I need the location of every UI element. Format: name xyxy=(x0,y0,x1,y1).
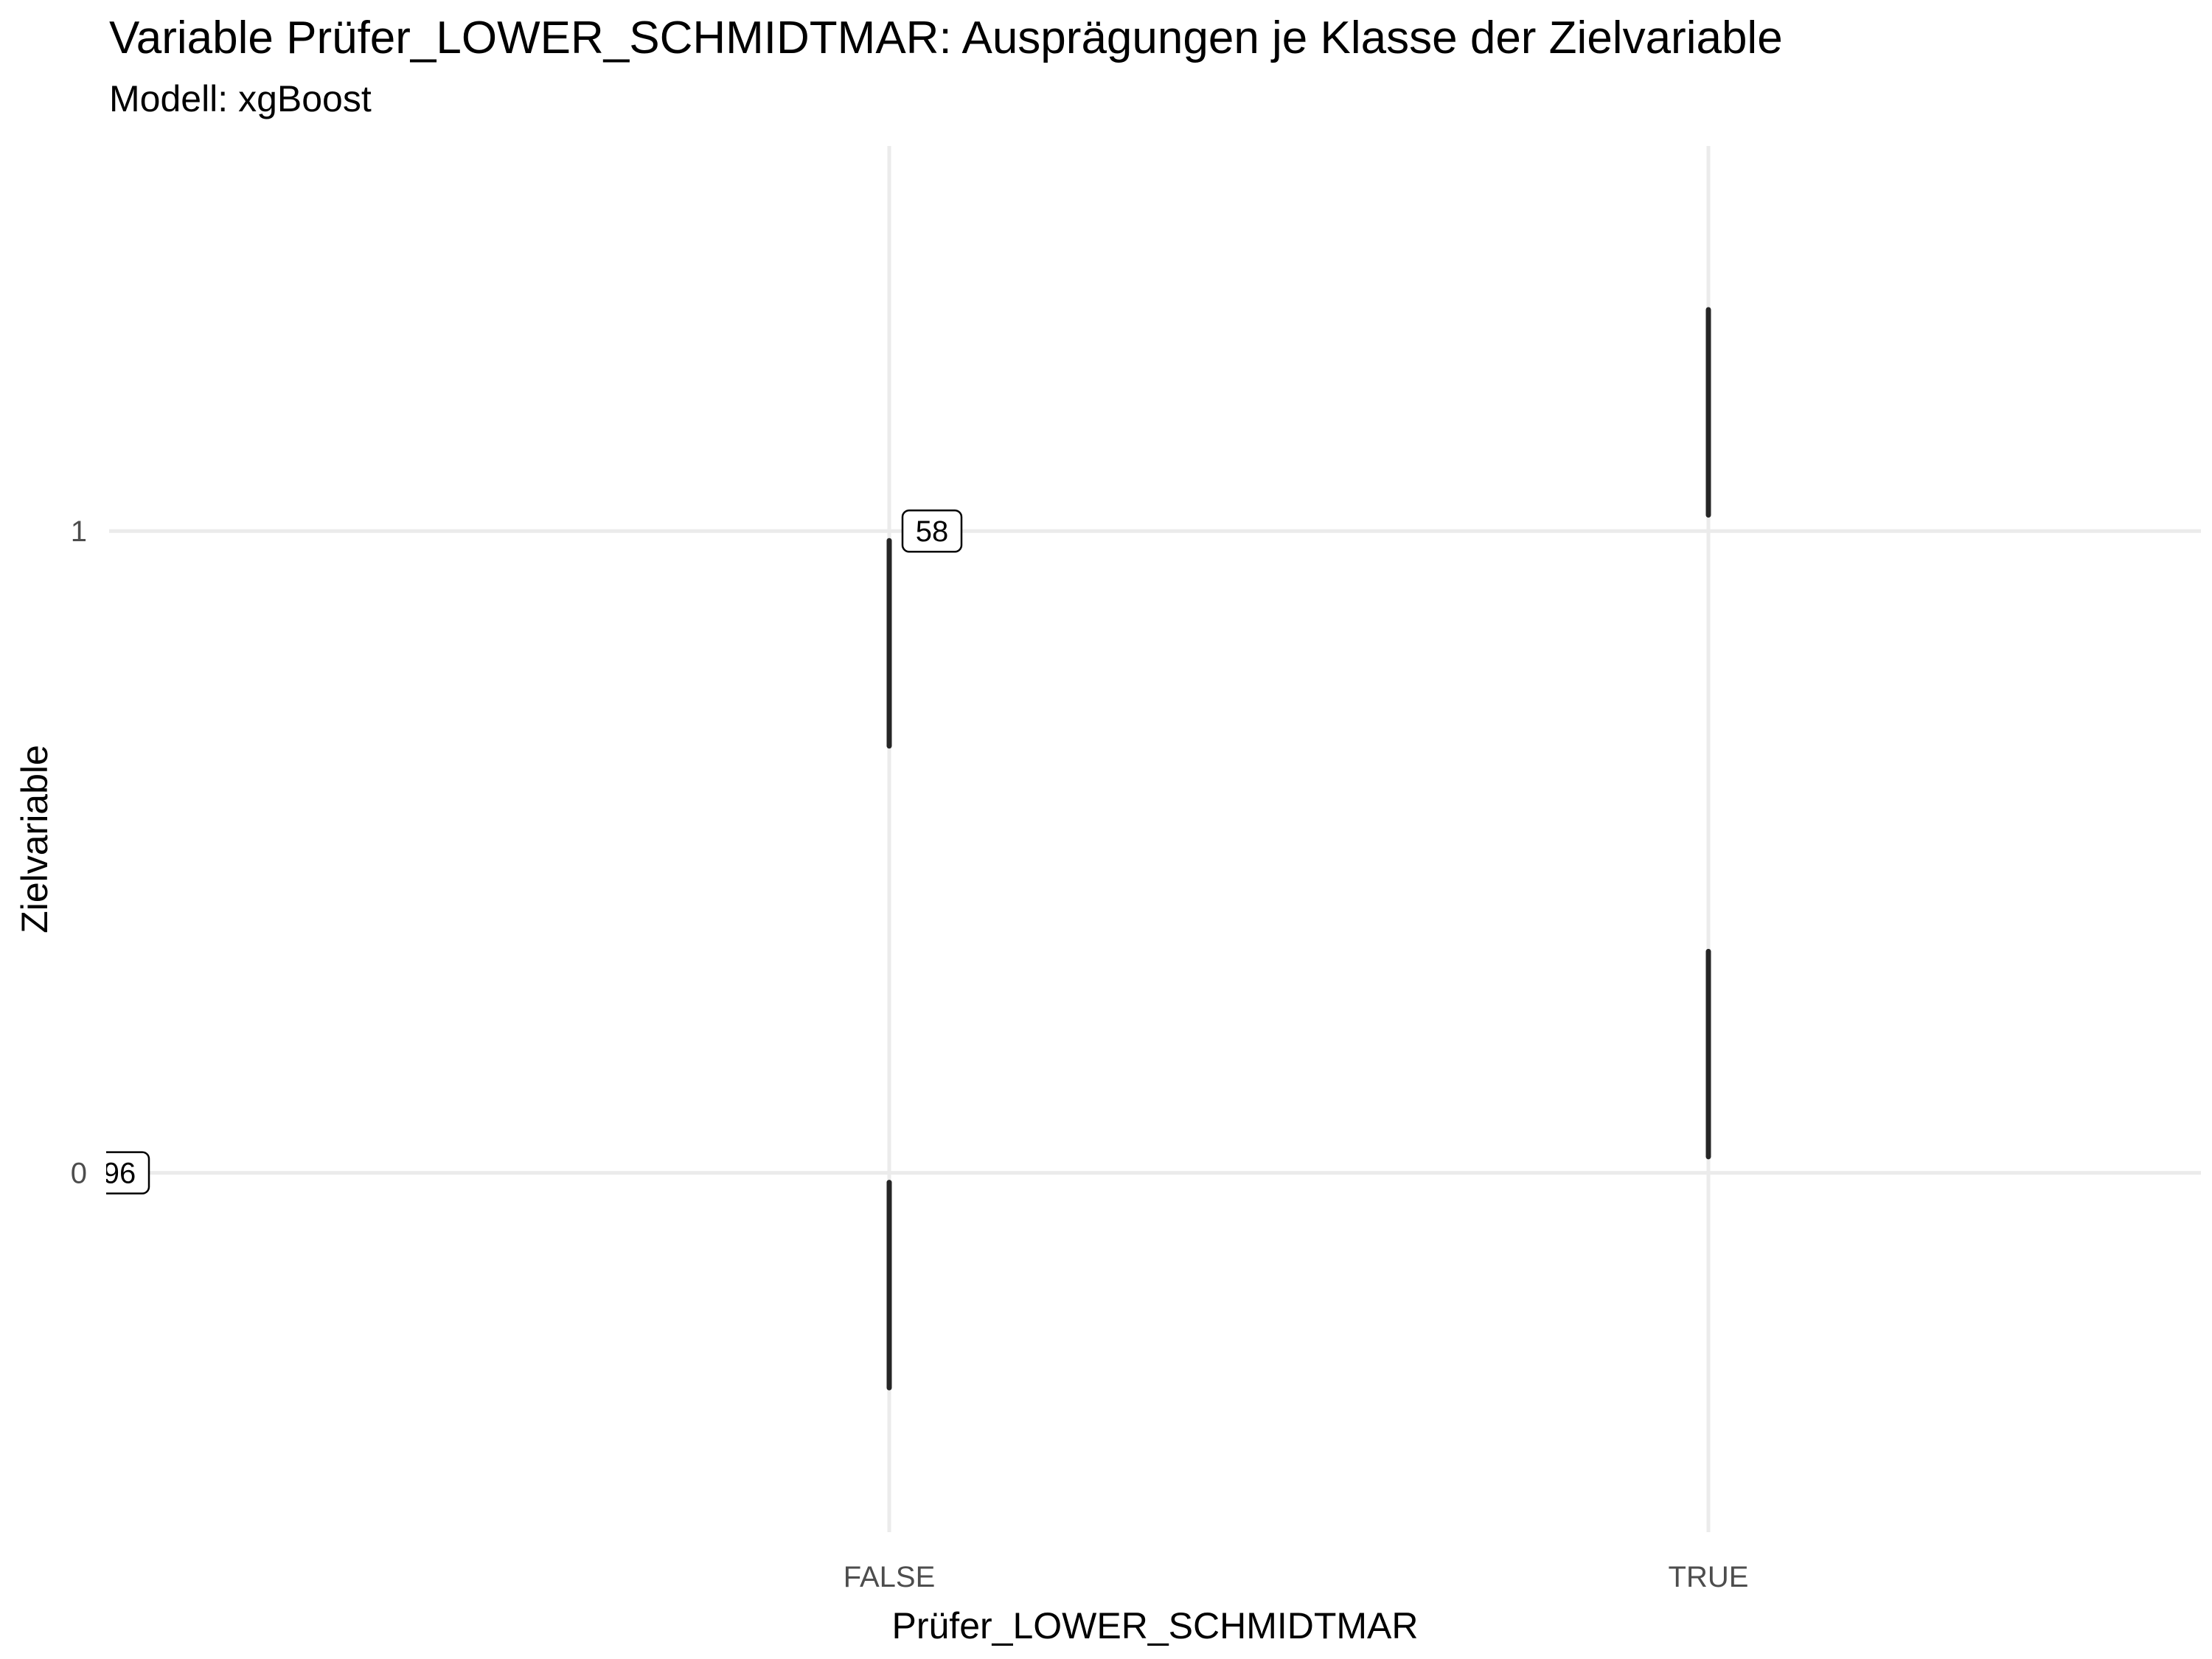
y-tick-label: 1 xyxy=(71,515,87,548)
count-label: 58 xyxy=(901,509,963,553)
tick-labels: FALSE TRUE 0 1 xyxy=(71,515,1749,1593)
count-label-box xyxy=(901,509,963,553)
y-tick-label: 0 xyxy=(71,1158,87,1190)
x-axis-title: Prüfer_LOWER_SCHMIDTMAR xyxy=(892,1605,1419,1646)
chart-subtitle: Modell: xgBoost xyxy=(109,78,372,119)
grid-lines xyxy=(109,146,2201,1532)
y-axis-title: Zielvariable xyxy=(14,745,55,933)
count-label-text: 58 xyxy=(916,515,949,548)
x-tick-label: TRUE xyxy=(1669,1561,1749,1593)
count-label-box xyxy=(106,1151,150,1194)
x-tick-label: FALSE xyxy=(844,1561,936,1593)
annotations: 58 96 xyxy=(103,509,963,1194)
chart-title: Variable Prüfer_LOWER_SCHMIDTMAR: Ausprä… xyxy=(109,13,1783,63)
data-marks xyxy=(886,307,1711,1391)
count-label: 96 xyxy=(103,1151,150,1194)
count-label-text: 96 xyxy=(103,1158,136,1190)
